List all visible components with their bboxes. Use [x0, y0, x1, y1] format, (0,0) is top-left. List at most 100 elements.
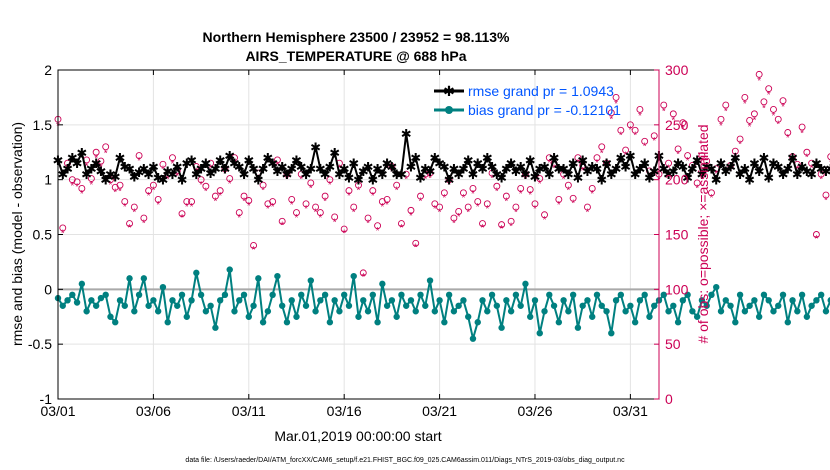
y-axis-left-label: rmse and bias (model - observation) — [9, 122, 25, 346]
bias-point — [798, 291, 806, 299]
rmse-point: ✱ — [782, 162, 793, 177]
rmse-point: ✱ — [630, 167, 641, 182]
obs-assimilated-point: * — [533, 204, 537, 215]
obs-possible-point — [736, 135, 744, 143]
obs-possible-point — [288, 195, 296, 203]
rmse-point: ✱ — [234, 160, 245, 175]
bias-point — [469, 335, 477, 342]
obs-possible-point — [564, 181, 572, 189]
obs-assimilated-point: * — [695, 183, 699, 194]
bias-point — [527, 313, 534, 320]
obs-possible-point — [765, 85, 773, 93]
rmse-point: ✱ — [568, 156, 579, 171]
bias-point — [765, 297, 772, 304]
obs-possible-point — [493, 182, 501, 190]
obs-assimilated-point: * — [147, 191, 151, 202]
obs-assimilated-point: * — [190, 202, 194, 213]
y-right-tick-label: 150 — [665, 227, 689, 243]
rmse-point: ✱ — [711, 173, 722, 188]
obs-assimilated-point: * — [681, 124, 685, 135]
y-left-tick-label: 0 — [44, 281, 52, 297]
rmse-point: ✱ — [62, 162, 73, 177]
rmse-point: ✱ — [95, 164, 106, 179]
obs-possible-point — [326, 176, 334, 184]
rmse-point: ✱ — [115, 151, 126, 166]
obs-possible-point — [388, 163, 396, 170]
rmse-point: ✱ — [386, 160, 397, 175]
obs-possible-point — [774, 115, 782, 123]
obs-assimilated-point: * — [376, 226, 380, 237]
bias-point — [73, 299, 81, 306]
obs-assimilated-point: * — [738, 139, 742, 150]
obs-assimilated-point: * — [113, 188, 117, 199]
data-file-footnote: data file: /Users/raeder/DAI/ATM_forcXX/… — [185, 457, 625, 464]
bias-point — [402, 302, 410, 309]
rmse-point: ✱ — [267, 156, 278, 171]
chart-marks: * * * * * * * * * * * * * * * * * * * * * * * * * * * * * * * * * * * * * * * *… — [53, 70, 830, 342]
obs-assimilated-point: * — [347, 191, 351, 202]
obs-assimilated-point: * — [729, 166, 733, 177]
obs-assimilated-point: * — [80, 189, 84, 200]
obs-assimilated-point: * — [156, 200, 160, 211]
bias-point — [431, 308, 439, 315]
rmse-point: ✱ — [305, 162, 316, 177]
bias-point — [498, 324, 505, 331]
obs-assimilated-point: * — [185, 202, 189, 213]
bias-point — [269, 291, 276, 299]
rmse-point: ✱ — [797, 160, 808, 175]
obs-assimilated-point: * — [66, 165, 70, 176]
obs-assimilated-point: * — [538, 179, 542, 190]
obs-assimilated-point: * — [404, 175, 408, 186]
rmse-point: ✱ — [291, 153, 302, 168]
rmse-point: ✱ — [811, 156, 822, 171]
rmse-point: ✱ — [806, 167, 817, 182]
rmse-point: ✱ — [310, 140, 321, 155]
rmse-point: ✱ — [572, 170, 583, 185]
obs-possible-point — [273, 156, 281, 164]
obs-possible-point — [517, 184, 525, 192]
bias-point — [174, 302, 181, 309]
obs-assimilated-point: * — [75, 182, 79, 193]
rmse-point: ✱ — [525, 153, 536, 168]
obs-possible-point — [331, 213, 339, 221]
rmse-point: ✱ — [763, 170, 774, 185]
x-axis-label: Mar.01,2019 00:00:00 start — [274, 428, 441, 444]
rmse-point: ✱ — [167, 167, 178, 182]
bias-point — [364, 308, 372, 315]
bias-point — [345, 302, 353, 309]
obs-assimilated-point: * — [523, 175, 527, 186]
x-tick-label: 03/06 — [136, 403, 171, 419]
rmse-point: ✱ — [439, 160, 450, 175]
obs-assimilated-point: * — [581, 166, 585, 177]
rmse-point: ✱ — [458, 162, 469, 177]
obs-possible-point — [436, 203, 444, 211]
obs-assimilated-point: * — [667, 164, 671, 175]
rmse-point: ✱ — [544, 167, 555, 182]
obs-assimilated-point: * — [605, 164, 609, 175]
obs-assimilated-point: * — [228, 179, 232, 190]
obs-possible-point — [159, 160, 167, 168]
legend: ✱ rmse grand pr = 1.0943 bias grand pr =… — [434, 83, 621, 118]
obs-assimilated-point: * — [247, 201, 251, 212]
obs-assimilated-point: * — [800, 129, 804, 140]
bias-point — [693, 313, 701, 320]
bias-point — [445, 291, 453, 299]
obs-possible-point — [178, 210, 186, 218]
bias-point — [274, 272, 281, 280]
obs-assimilated-point: * — [299, 175, 303, 186]
y-left-tick-label: -0.5 — [28, 336, 52, 352]
bias-point — [140, 275, 148, 282]
obs-assimilated-point: * — [638, 111, 642, 122]
rmse-point: ✱ — [229, 156, 240, 171]
obs-possible-point — [445, 176, 453, 184]
legend-rmse-label: rmse grand pr = 1.0943 — [468, 83, 614, 99]
obs-possible-point — [197, 176, 205, 184]
obs-assimilated-point: * — [652, 136, 656, 147]
bias-point — [321, 291, 329, 299]
bias-point — [698, 297, 706, 304]
rmse-point: ✱ — [391, 167, 402, 182]
rmse-point: ✱ — [57, 167, 68, 182]
rmse-point: ✱ — [644, 170, 655, 185]
rmse-point: ✱ — [219, 162, 230, 177]
